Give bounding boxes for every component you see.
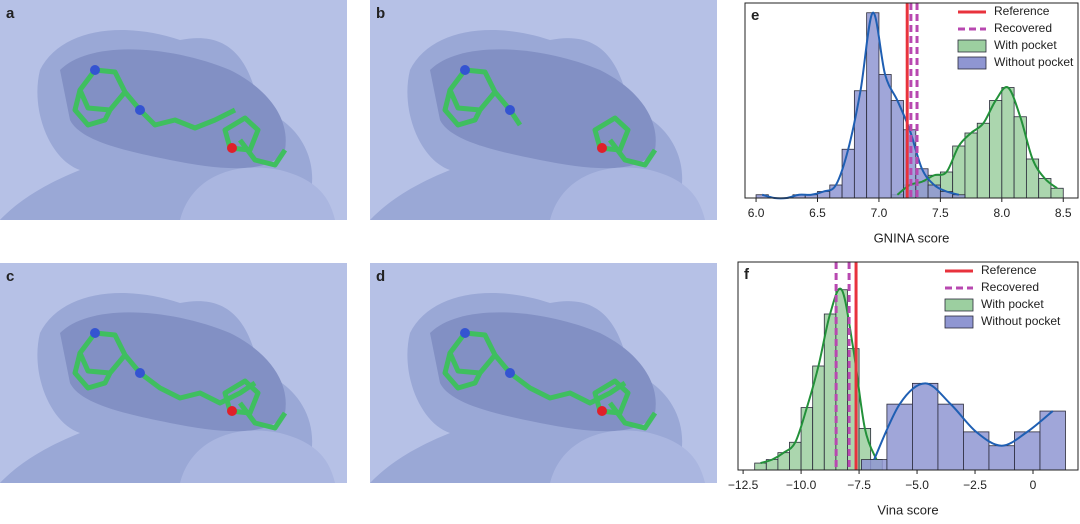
- x-tick-label: 6.5: [809, 206, 826, 220]
- histogram-bar: [754, 462, 767, 471]
- ligand: [138, 371, 257, 406]
- atom-n: [505, 368, 515, 378]
- structure-image: b: [370, 0, 717, 220]
- histogram-bar: [1025, 158, 1040, 199]
- legend-label: Without pocket: [994, 55, 1074, 69]
- histogram-bar: [890, 100, 904, 199]
- x-tick-label: −5.0: [905, 478, 929, 492]
- histogram-bar: [841, 148, 855, 199]
- atom-o: [597, 143, 607, 153]
- x-tick-label: 8.5: [1055, 206, 1072, 220]
- atom-n: [460, 328, 470, 338]
- panel-label: e: [751, 7, 759, 24]
- histogram-bar: [937, 403, 964, 471]
- histogram-bar: [989, 100, 1003, 199]
- atom-n: [90, 65, 100, 75]
- legend-swatch: [944, 315, 974, 329]
- legend-label: Recovered: [981, 280, 1039, 294]
- histogram-bar: [988, 445, 1015, 471]
- legend-swatch: [957, 56, 987, 70]
- x-tick-label: −12.5: [728, 478, 759, 492]
- atom-o: [597, 406, 607, 416]
- histogram-bar: [1050, 187, 1064, 199]
- atom-o: [227, 406, 237, 416]
- histogram-bar: [1039, 410, 1066, 471]
- histogram-bar: [853, 90, 868, 199]
- histogram-bar: [964, 132, 978, 199]
- density-curve: [896, 86, 1058, 196]
- legend-label: Recovered: [994, 21, 1052, 35]
- histogram-bar: [860, 459, 888, 471]
- legend-label: With pocket: [994, 38, 1057, 52]
- surface-light: [370, 0, 717, 220]
- atom-o: [227, 143, 237, 153]
- x-tick-label: 7.0: [871, 206, 888, 220]
- histogram-bar: [1001, 87, 1015, 199]
- x-tick-label: −10.0: [786, 478, 817, 492]
- surface-shade: [180, 167, 335, 220]
- surface-light: [0, 0, 347, 220]
- legend-swatch: [944, 298, 974, 312]
- histogram-bar: [976, 122, 990, 199]
- plot-frame: [744, 2, 1079, 199]
- x-tick-label: 6.0: [748, 206, 765, 220]
- legend-swatch: [957, 39, 987, 53]
- legend-label: Reference: [994, 4, 1050, 18]
- atom-n: [135, 368, 145, 378]
- surface-shade: [550, 167, 705, 220]
- atom-n: [460, 65, 470, 75]
- histogram-bar: [800, 407, 814, 471]
- histogram-bar: [886, 403, 913, 471]
- atom-n: [505, 105, 515, 115]
- atom-n: [135, 105, 145, 115]
- panel-label: d: [376, 268, 385, 285]
- panel-label: a: [6, 5, 15, 22]
- x-tick-label: 8.0: [993, 206, 1010, 220]
- surface-light: [370, 263, 717, 483]
- x-tick-label: 7.5: [932, 206, 949, 220]
- structure-image: c: [0, 263, 347, 483]
- surface-shade: [180, 430, 335, 483]
- plot-frame: [737, 261, 1079, 471]
- surface-light: [0, 263, 347, 483]
- legend-label: Reference: [981, 263, 1037, 277]
- histogram-bar: [823, 313, 837, 471]
- density-curve: [873, 382, 1054, 461]
- atom-n: [90, 328, 100, 338]
- structure-image: d: [370, 263, 717, 483]
- density-curve: [761, 11, 960, 200]
- panel-label: f: [744, 266, 750, 283]
- ligand: [508, 371, 627, 406]
- panel-label: c: [6, 268, 14, 285]
- legend-label: Without pocket: [981, 314, 1061, 328]
- x-axis-label: GNINA score: [874, 230, 950, 245]
- ligand: [138, 107, 237, 131]
- histogram-bar: [912, 382, 939, 471]
- structure-image: a: [0, 0, 347, 220]
- x-axis-label: Vina score: [877, 502, 938, 517]
- legend-label: With pocket: [981, 297, 1044, 311]
- histogram-bar: [835, 289, 848, 471]
- histogram-bar: [866, 12, 880, 199]
- surface-shade: [550, 430, 705, 483]
- x-tick-label: −2.5: [963, 478, 987, 492]
- histogram-bar: [829, 184, 843, 199]
- panel-label: b: [376, 5, 385, 22]
- histogram-bar: [878, 74, 892, 199]
- x-tick-label: 0: [1030, 478, 1037, 492]
- x-tick-label: −7.5: [847, 478, 871, 492]
